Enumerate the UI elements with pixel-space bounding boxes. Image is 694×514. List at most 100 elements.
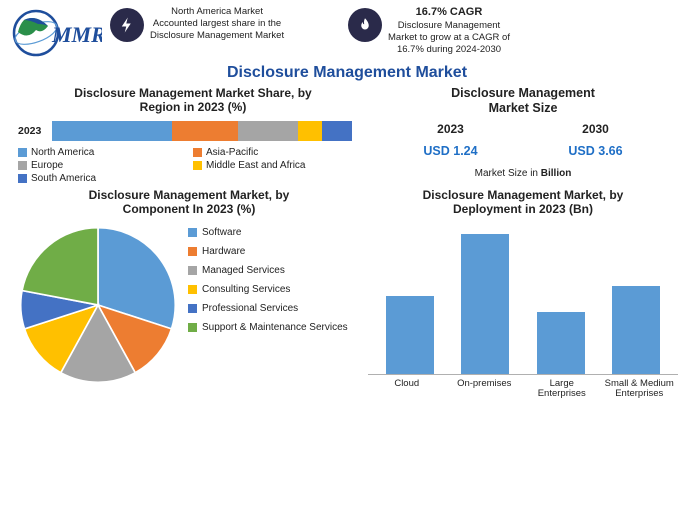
swatch bbox=[188, 247, 197, 256]
swatch bbox=[188, 304, 197, 313]
share-title-l1: Disclosure Management Market Share, by bbox=[74, 86, 311, 100]
swatch bbox=[193, 161, 202, 170]
pie-title-l2: Component In 2023 (%) bbox=[123, 202, 256, 216]
share-legend-item: South America bbox=[18, 173, 193, 184]
size-note-bold: Billion bbox=[541, 168, 572, 179]
pie-title-l1: Disclosure Management Market, by bbox=[89, 188, 290, 202]
bar bbox=[461, 234, 509, 374]
pie-legend-item: Support & Maintenance Services bbox=[188, 322, 348, 333]
main-title: Disclosure Management Market bbox=[0, 64, 694, 82]
size-col-2030: 2030 USD 3.66 bbox=[546, 122, 646, 158]
legend-label: North America bbox=[31, 147, 94, 158]
size-val-1: USD 3.66 bbox=[546, 144, 646, 158]
fact-left-text: North America Market Accounted largest s… bbox=[150, 6, 284, 42]
share-title-l2: Region in 2023 (%) bbox=[140, 100, 247, 114]
legend-label: Managed Services bbox=[202, 265, 285, 276]
legend-label: South America bbox=[31, 173, 96, 184]
fact-left-line3: Disclosure Management Market bbox=[150, 30, 284, 41]
stacked-bar-year: 2023 bbox=[18, 125, 52, 137]
bar bbox=[612, 286, 660, 374]
size-year-1: 2030 bbox=[546, 122, 646, 136]
deployment-bar-chart: Disclosure Management Market, by Deploym… bbox=[368, 188, 678, 401]
share-legend-item: Middle East and Africa bbox=[193, 160, 368, 171]
stacked-seg bbox=[298, 121, 322, 141]
fact-right-line3: 16.7% during 2024-2030 bbox=[397, 44, 501, 55]
bar-label: Cloud bbox=[372, 379, 442, 401]
swatch bbox=[18, 161, 27, 170]
pie-legend-item: Professional Services bbox=[188, 303, 348, 314]
size-title-l2: Market Size bbox=[489, 101, 558, 115]
mid-row: Disclosure Management Market Share, by R… bbox=[0, 82, 694, 186]
fact-left-line1: North America Market bbox=[171, 6, 263, 17]
swatch bbox=[18, 148, 27, 157]
share-legend: North America Asia-Pacific Europe Middle Ea… bbox=[18, 147, 368, 186]
pie-legend-item: Software bbox=[188, 227, 348, 238]
bar-title-l1: Disclosure Management Market, by bbox=[423, 188, 624, 202]
pie-legend-item: Managed Services bbox=[188, 265, 348, 276]
legend-label: Middle East and Africa bbox=[206, 160, 306, 171]
legend-label: Support & Maintenance Services bbox=[202, 322, 348, 333]
stacked-bar-wrap: 2023 bbox=[18, 121, 368, 141]
size-note: Market Size in Billion bbox=[378, 168, 668, 179]
share-title: Disclosure Management Market Share, by R… bbox=[18, 86, 368, 115]
size-row: 2023 USD 1.24 2030 USD 3.66 bbox=[378, 122, 668, 158]
component-pie-chart: Disclosure Management Market, by Compone… bbox=[14, 188, 364, 401]
legend-label: Europe bbox=[31, 160, 63, 171]
region-share-chart: Disclosure Management Market Share, by R… bbox=[18, 86, 368, 186]
bar-label: On-premises bbox=[449, 379, 519, 401]
swatch bbox=[188, 228, 197, 237]
size-col-2023: 2023 USD 1.24 bbox=[401, 122, 501, 158]
fact-cagr: 16.7% CAGR Disclosure Management Market … bbox=[348, 6, 568, 55]
share-legend-item: North America bbox=[18, 147, 193, 158]
pie-legend-item: Consulting Services bbox=[188, 284, 348, 295]
lightning-icon bbox=[110, 8, 144, 42]
legend-label: Consulting Services bbox=[202, 284, 290, 295]
fact-right-bold: 16.7% CAGR bbox=[388, 6, 510, 20]
size-val-0: USD 1.24 bbox=[401, 144, 501, 158]
fact-right-line1: Disclosure Management bbox=[398, 20, 500, 31]
pie-wrap: Software Hardware Managed Services Consulti… bbox=[14, 221, 364, 389]
bar bbox=[386, 296, 434, 374]
size-title-l1: Disclosure Management bbox=[451, 86, 595, 100]
mmr-logo: MMR bbox=[10, 6, 102, 60]
bar-labels: Cloud On-premises Large Enterprises Small &… bbox=[368, 379, 678, 401]
pie-title: Disclosure Management Market, by Compone… bbox=[14, 188, 364, 217]
swatch bbox=[18, 174, 27, 183]
stacked-bar bbox=[52, 121, 352, 141]
pie-svg-wrap bbox=[14, 221, 182, 389]
pie-legend: Software Hardware Managed Services Consulti… bbox=[182, 221, 348, 341]
share-legend-item: Asia-Pacific bbox=[193, 147, 368, 158]
size-note-pre: Market Size in bbox=[475, 168, 541, 179]
top-row: MMR North America Market Accounted large… bbox=[0, 0, 694, 60]
bottom-row: Disclosure Management Market, by Compone… bbox=[0, 186, 694, 401]
stacked-seg bbox=[52, 121, 172, 141]
size-year-0: 2023 bbox=[401, 122, 501, 136]
legend-label: Hardware bbox=[202, 246, 245, 257]
legend-label: Asia-Pacific bbox=[206, 147, 258, 158]
pie-slice bbox=[22, 227, 98, 304]
fact-north-america: North America Market Accounted largest s… bbox=[110, 6, 340, 42]
pie-legend-item: Hardware bbox=[188, 246, 348, 257]
stacked-seg bbox=[322, 121, 352, 141]
fact-right-line2: Market to grow at a CAGR of bbox=[388, 32, 510, 43]
flame-icon bbox=[348, 8, 382, 42]
bar-title: Disclosure Management Market, by Deploym… bbox=[368, 188, 678, 217]
bar-chart bbox=[368, 225, 678, 375]
stacked-seg bbox=[172, 121, 238, 141]
market-size-block: Disclosure Management Market Size 2023 U… bbox=[378, 86, 668, 186]
fact-left-line2: Accounted largest share in the bbox=[153, 18, 281, 29]
share-legend-item: Europe bbox=[18, 160, 193, 171]
legend-label: Professional Services bbox=[202, 303, 298, 314]
stacked-seg bbox=[238, 121, 298, 141]
bar-label: Large Enterprises bbox=[527, 379, 597, 401]
bar-label: Small & Medium Enterprises bbox=[604, 379, 674, 401]
swatch bbox=[193, 148, 202, 157]
size-title: Disclosure Management Market Size bbox=[378, 86, 668, 116]
fact-right-text: 16.7% CAGR Disclosure Management Market … bbox=[388, 6, 510, 55]
legend-label: Software bbox=[202, 227, 241, 238]
logo-text: MMR bbox=[51, 22, 102, 47]
swatch bbox=[188, 285, 197, 294]
swatch bbox=[188, 323, 197, 332]
bar-title-l2: Deployment in 2023 (Bn) bbox=[453, 202, 593, 216]
bar bbox=[537, 312, 585, 374]
